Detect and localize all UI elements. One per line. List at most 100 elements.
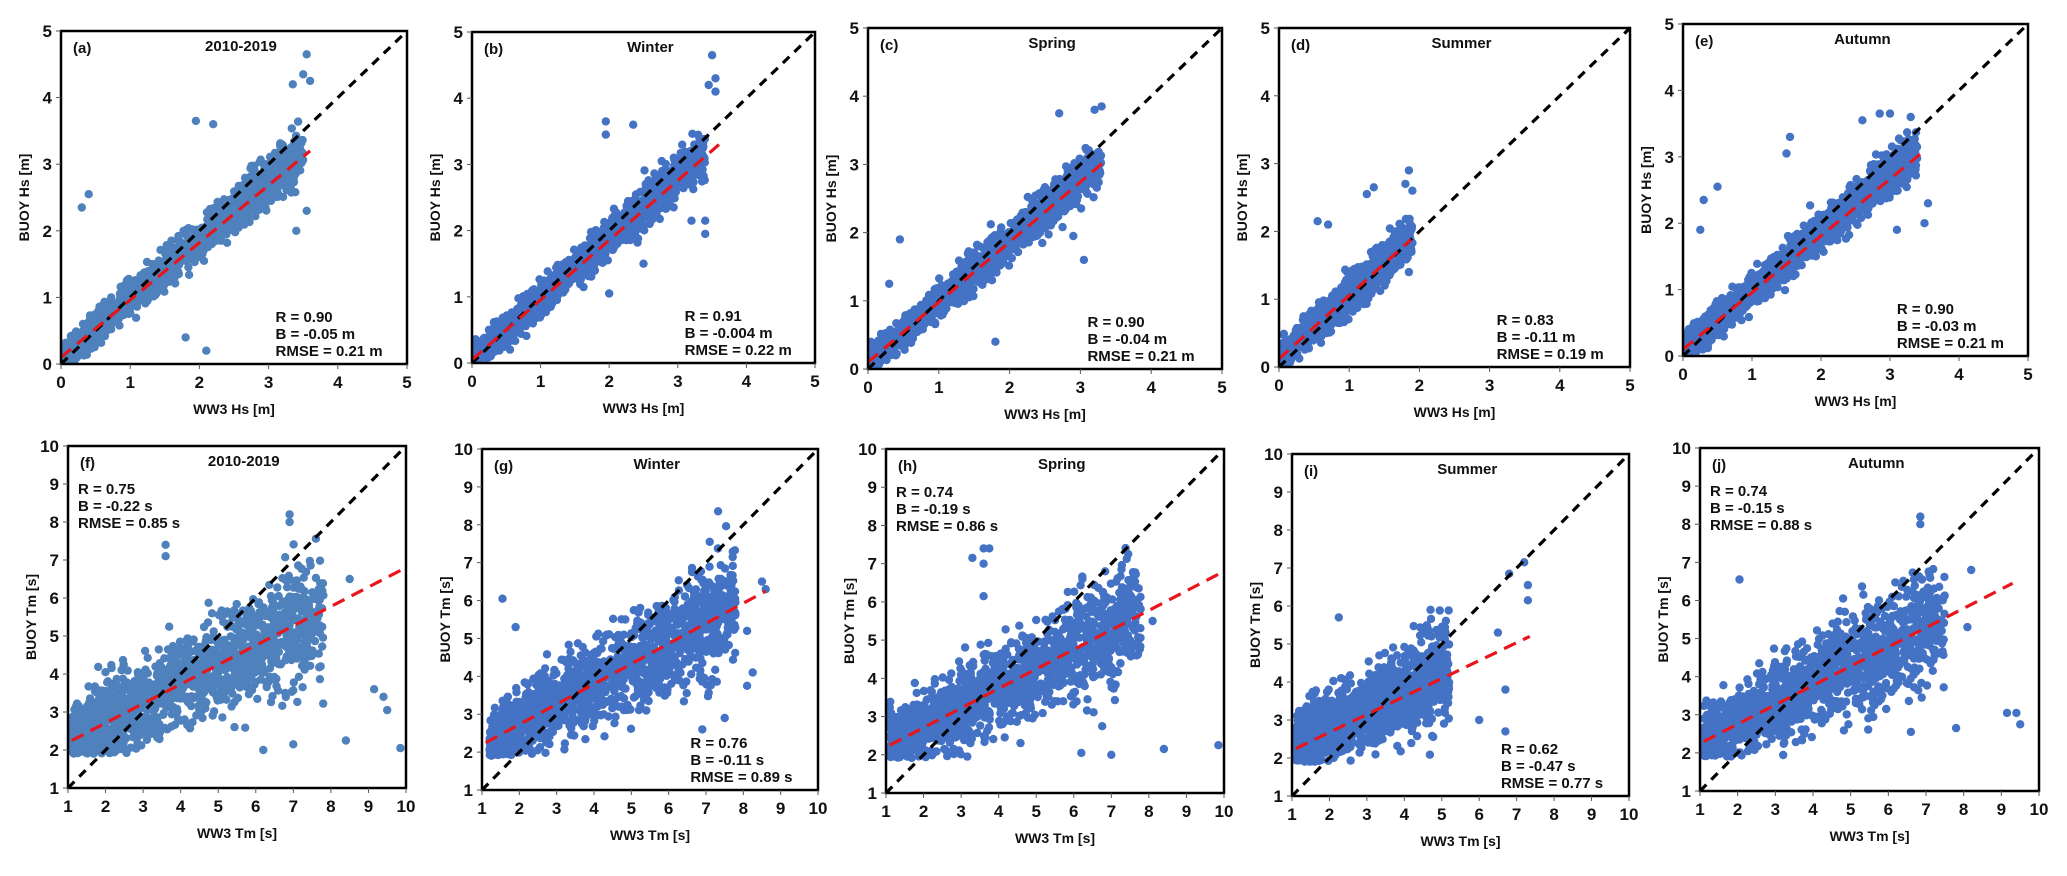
stat-text: RMSE = 0.21 m bbox=[1087, 348, 1194, 365]
data-point bbox=[100, 297, 109, 306]
data-point bbox=[997, 223, 1006, 232]
data-point bbox=[961, 257, 970, 267]
data-point bbox=[581, 268, 590, 277]
outlier-point bbox=[701, 216, 710, 225]
data-point bbox=[655, 214, 664, 224]
stat-text: B = -0.04 m bbox=[1087, 331, 1167, 348]
data-point bbox=[688, 129, 697, 138]
data-point bbox=[209, 237, 218, 246]
data-point bbox=[645, 219, 654, 229]
data-point bbox=[184, 263, 193, 272]
data-point bbox=[115, 321, 124, 330]
data-point bbox=[107, 293, 116, 302]
data-point bbox=[131, 276, 140, 285]
data-point bbox=[91, 329, 100, 339]
identity-line bbox=[868, 28, 1222, 369]
data-point bbox=[205, 204, 215, 214]
data-point bbox=[97, 307, 106, 316]
data-point bbox=[1033, 210, 1042, 219]
data-point bbox=[519, 317, 528, 326]
data-point bbox=[605, 233, 615, 243]
x-tick-label: 5 bbox=[810, 372, 819, 391]
x-tick-label: 0 bbox=[863, 378, 872, 397]
data-point bbox=[530, 292, 539, 301]
y-tick-label: 5 bbox=[850, 19, 859, 38]
stat-text: RMSE = 0.22 m bbox=[685, 342, 792, 359]
data-point bbox=[1071, 197, 1081, 206]
data-point bbox=[228, 202, 238, 211]
data-point bbox=[508, 308, 517, 318]
data-point bbox=[501, 333, 510, 342]
outlier-point bbox=[639, 259, 648, 268]
data-point bbox=[989, 262, 998, 271]
outlier-point bbox=[704, 80, 713, 90]
data-point bbox=[592, 249, 601, 258]
data-point bbox=[152, 289, 161, 298]
data-point bbox=[651, 185, 660, 195]
y-tick-label: 1 bbox=[454, 288, 463, 307]
data-point bbox=[907, 315, 916, 324]
regression-line bbox=[472, 143, 721, 361]
data-point bbox=[697, 146, 706, 156]
data-point bbox=[682, 149, 691, 158]
data-point bbox=[986, 243, 995, 252]
data-point bbox=[222, 230, 231, 239]
data-point bbox=[276, 178, 285, 187]
data-point bbox=[199, 256, 209, 265]
x-tick-label: 4 bbox=[333, 373, 343, 392]
outlier-point bbox=[1079, 255, 1089, 265]
data-point bbox=[656, 202, 665, 212]
data-point bbox=[187, 225, 197, 234]
data-point bbox=[247, 205, 256, 215]
data-point bbox=[650, 169, 659, 178]
x-tick-label: 0 bbox=[467, 372, 476, 391]
outlier-point bbox=[707, 51, 717, 60]
data-point bbox=[266, 191, 276, 201]
data-point bbox=[678, 140, 687, 149]
stat-text: RMSE = 0.21 m bbox=[276, 343, 383, 360]
data-point bbox=[511, 328, 520, 338]
stat-text: R = 0.90 bbox=[276, 309, 333, 326]
data-point bbox=[230, 228, 240, 237]
data-point bbox=[184, 270, 194, 279]
outlier-point bbox=[895, 235, 905, 244]
data-point bbox=[891, 351, 901, 360]
data-point bbox=[1055, 206, 1064, 215]
x-tick-label: 4 bbox=[742, 372, 752, 391]
outlier-point bbox=[191, 116, 201, 126]
stat-text: R = 0.90 bbox=[1087, 314, 1144, 331]
x-axis-label: WW3 Hs [m] bbox=[603, 400, 685, 416]
data-point bbox=[1083, 189, 1092, 198]
y-tick-label: 0 bbox=[454, 354, 463, 373]
data-point bbox=[184, 245, 193, 254]
data-point bbox=[540, 276, 549, 285]
data-point bbox=[491, 344, 501, 353]
x-tick-label: 5 bbox=[1217, 378, 1226, 397]
data-point bbox=[640, 226, 649, 235]
x-tick-label: 3 bbox=[264, 373, 273, 392]
y-tick-label: 3 bbox=[43, 155, 52, 174]
data-point bbox=[507, 336, 516, 345]
data-point bbox=[291, 188, 300, 197]
data-point bbox=[552, 295, 562, 305]
outlier-point bbox=[202, 346, 211, 355]
data-point bbox=[251, 212, 260, 221]
data-point bbox=[612, 234, 621, 244]
x-tick-label: 0 bbox=[56, 373, 65, 392]
outlier-point bbox=[605, 289, 614, 298]
data-point bbox=[657, 156, 666, 166]
data-point bbox=[696, 169, 706, 179]
data-point bbox=[203, 242, 213, 252]
x-tick-label: 1 bbox=[536, 372, 545, 391]
data-point bbox=[289, 145, 298, 154]
data-point bbox=[106, 325, 116, 334]
data-point bbox=[231, 208, 240, 218]
plot-frame bbox=[866, 26, 1224, 371]
outlier-point bbox=[711, 74, 720, 83]
y-tick-label: 2 bbox=[850, 224, 859, 243]
x-tick-label: 3 bbox=[1076, 378, 1085, 397]
